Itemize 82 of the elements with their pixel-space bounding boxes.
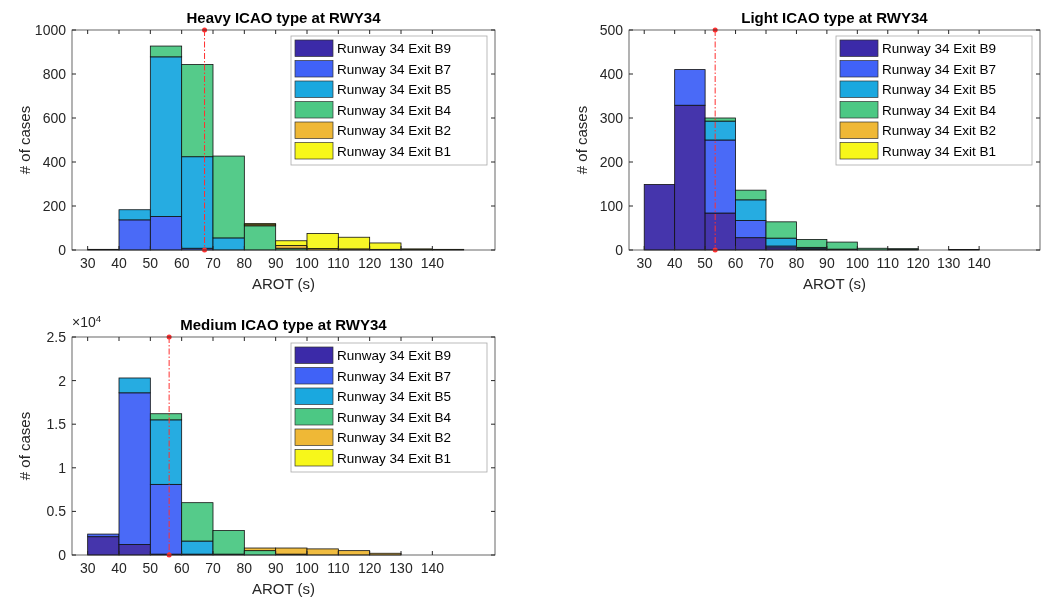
legend-label: Runway 34 Exit B7 (337, 368, 452, 384)
x-axis-title: AROT (s) (251, 580, 316, 597)
x-tick-label: 90 (267, 560, 284, 576)
chart-title: Light ICAO type at RWY34 (741, 9, 929, 26)
legend-label: Runway 34 Exit B7 (882, 61, 997, 77)
x-tick-label: 110 (876, 255, 900, 271)
legend-label: Runway 34 Exit B9 (337, 41, 452, 56)
y-tick-label: 1000 (34, 22, 67, 38)
x-tick-label: 110 (327, 255, 350, 271)
x-tick-label: 120 (357, 255, 382, 271)
legend-label: Runway 34 Exit B4 (882, 102, 997, 118)
y-axis-title: # of cases (573, 105, 590, 175)
y-tick-label: 400 (599, 66, 624, 82)
x-tick-label: 70 (205, 255, 221, 271)
legend-label: Runway 34 Exit B9 (882, 41, 997, 56)
y-tick-label: 200 (42, 198, 67, 214)
legend-label: Runway 34 Exit B9 (337, 348, 452, 363)
legend-label: Runway 34 Exit B1 (882, 143, 997, 159)
x-tick-label: 40 (111, 560, 127, 576)
legend-label: Runway 34 Exit B2 (337, 430, 452, 445)
x-tick-label: 50 (142, 255, 159, 271)
x-tick-label: 130 (936, 255, 961, 271)
x-tick-label: 90 (267, 255, 284, 271)
x-tick-label: 110 (327, 560, 350, 576)
text: ×10$^{4}$ (72, 312, 102, 330)
legend-label: Runway 34 Exit B1 (337, 143, 452, 159)
legend-label: Runway 34 Exit B1 (337, 450, 452, 466)
y-tick-label: 0 (615, 242, 624, 258)
y-tick-label: 500 (599, 22, 624, 38)
x-tick-label: 140 (420, 255, 445, 271)
y-tick-label: 400 (42, 154, 67, 170)
y-axis-title: # of cases (16, 105, 33, 175)
x-tick-label: 100 (845, 255, 870, 271)
x-tick-label: 40 (111, 255, 127, 271)
x-tick-label: 80 (788, 255, 805, 271)
y-tick-label: 0 (58, 547, 67, 563)
y-tick-label: 0.5 (46, 503, 67, 520)
x-tick-label: 60 (727, 255, 744, 271)
x-tick-label: 70 (758, 255, 774, 271)
legend-label: Runway 34 Exit B2 (337, 123, 452, 138)
y-tick-label: 600 (42, 110, 67, 126)
y-axis-title: # of cases (16, 411, 33, 481)
legend-label: Runway 34 Exit B5 (337, 82, 452, 97)
legend-label: Runway 34 Exit B2 (882, 123, 997, 138)
x-tick-label: 100 (295, 255, 319, 271)
y-tick-label: 100 (599, 198, 624, 214)
x-tick-label: 40 (666, 255, 683, 271)
x-tick-label: 100 (295, 560, 319, 576)
x-axis-title: AROT (s) (251, 275, 316, 292)
legend-label: Runway 34 Exit B5 (882, 82, 997, 97)
x-tick-label: 130 (389, 560, 413, 576)
x-tick-label: 130 (389, 255, 413, 271)
x-tick-label: 30 (636, 255, 653, 271)
x-tick-label: 140 (967, 255, 991, 271)
x-tick-label: 30 (79, 255, 96, 271)
y-tick-label: 2 (58, 372, 67, 389)
x-tick-label: 60 (173, 560, 190, 576)
legend-label: Runway 34 Exit B7 (337, 61, 452, 77)
y-tick-label: 1 (58, 459, 67, 476)
x-tick-label: 120 (906, 255, 931, 271)
x-tick-label: 60 (173, 255, 190, 271)
x-tick-label: 80 (236, 560, 253, 576)
x-axis-title: AROT (s) (802, 275, 867, 292)
y-tick-label: 0 (58, 242, 67, 258)
x-tick-label: 80 (236, 255, 253, 271)
y-tick-label: 1.5 (46, 416, 67, 433)
x-tick-label: 90 (819, 255, 835, 271)
y-tick-label: 800 (42, 66, 67, 82)
x-tick-label: 120 (357, 560, 382, 576)
y-tick-label: 2.5 (46, 329, 67, 345)
y-tick-label: 300 (599, 110, 624, 126)
x-tick-label: 70 (205, 560, 221, 576)
y-tick-label: 200 (599, 154, 624, 170)
x-tick-label: 50 (697, 255, 714, 271)
legend-label: Runway 34 Exit B5 (337, 389, 452, 404)
x-tick-label: 140 (420, 560, 445, 576)
chart-title: Heavy ICAO type at RWY34 (186, 9, 382, 26)
legend-label: Runway 34 Exit B4 (337, 102, 452, 118)
legend-label: Runway 34 Exit B4 (337, 409, 452, 425)
x-tick-label: 50 (142, 560, 159, 576)
chart-title: Medium ICAO type at RWY34 (180, 316, 388, 333)
x-tick-label: 30 (79, 560, 96, 576)
